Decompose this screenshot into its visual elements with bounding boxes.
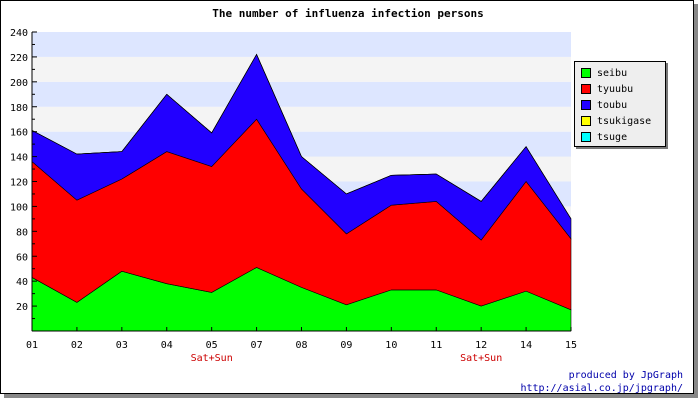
y-tick-label: 100 bbox=[10, 202, 28, 213]
y-tick-label: 40 bbox=[16, 277, 28, 288]
x-tick-label: 15 bbox=[565, 340, 577, 351]
y-tick-label: 180 bbox=[10, 103, 28, 114]
x-tick-label: 07 bbox=[251, 340, 263, 351]
legend-item-tsukigase: tsukigase bbox=[581, 113, 665, 129]
legend-item-tyuubu: tyuubu bbox=[581, 81, 665, 97]
chart-frame: The number of influenza infection person… bbox=[0, 0, 694, 394]
chart-plot: 20 40 60 80 100 120 140 160 180 200 220 240 01 02 03 04… bbox=[10, 28, 577, 364]
legend-item-seibu: seibu bbox=[581, 65, 665, 81]
area-tsuge bbox=[31, 53, 572, 220]
legend: seibu tyuubu toubu tsukigase tsuge bbox=[574, 61, 666, 147]
x-tick-label: 14 bbox=[520, 340, 532, 351]
x-tick-label: 09 bbox=[340, 340, 352, 351]
grid-band bbox=[32, 106, 571, 132]
x-tick-label: 12 bbox=[475, 340, 487, 351]
legend-swatch bbox=[581, 116, 591, 126]
x-tick-label: 01 bbox=[26, 340, 38, 351]
credit: produced by JpGraph http://asial.co.jp/j… bbox=[520, 369, 683, 395]
y-tick-label: 200 bbox=[10, 78, 28, 89]
x-tick-label: 11 bbox=[430, 340, 442, 351]
y-tick-label: 140 bbox=[10, 153, 28, 164]
y-tick-label: 240 bbox=[10, 28, 28, 39]
legend-label: tyuubu bbox=[597, 83, 634, 95]
credit-line-1: produced by JpGraph bbox=[568, 370, 683, 381]
legend-label: tsuge bbox=[597, 131, 628, 143]
x-tick-label: 10 bbox=[385, 340, 397, 351]
legend-label: toubu bbox=[597, 99, 628, 111]
x-sublabel: Sat+Sun bbox=[191, 353, 233, 364]
y-tick-label: 20 bbox=[16, 302, 28, 313]
credit-line-2[interactable]: http://asial.co.jp/jpgraph/ bbox=[520, 383, 683, 394]
legend-item-tsuge: tsuge bbox=[581, 129, 665, 145]
y-tick-label: 80 bbox=[16, 227, 28, 238]
x-tick-label: 03 bbox=[116, 340, 128, 351]
legend-swatch bbox=[581, 132, 591, 142]
grid-band bbox=[32, 56, 571, 82]
grid-band bbox=[32, 81, 571, 107]
legend-label: seibu bbox=[597, 67, 628, 79]
x-tick-label: 04 bbox=[161, 340, 173, 351]
chart-title: The number of influenza infection person… bbox=[212, 7, 484, 20]
legend-swatch bbox=[581, 100, 591, 110]
legend-swatch bbox=[581, 84, 591, 94]
x-tick-label: 05 bbox=[206, 340, 218, 351]
x-tick-label: 08 bbox=[295, 340, 307, 351]
x-sublabel: Sat+Sun bbox=[460, 353, 502, 364]
x-tick-label: 02 bbox=[71, 340, 83, 351]
grid-band bbox=[32, 32, 571, 57]
legend-item-toubu: toubu bbox=[581, 97, 665, 113]
y-tick-label: 220 bbox=[10, 53, 28, 64]
y-tick-label: 160 bbox=[10, 128, 28, 139]
legend-swatch bbox=[581, 68, 591, 78]
y-tick-label: 60 bbox=[16, 252, 28, 263]
legend-label: tsukigase bbox=[597, 115, 652, 127]
y-tick-label: 120 bbox=[10, 178, 28, 189]
